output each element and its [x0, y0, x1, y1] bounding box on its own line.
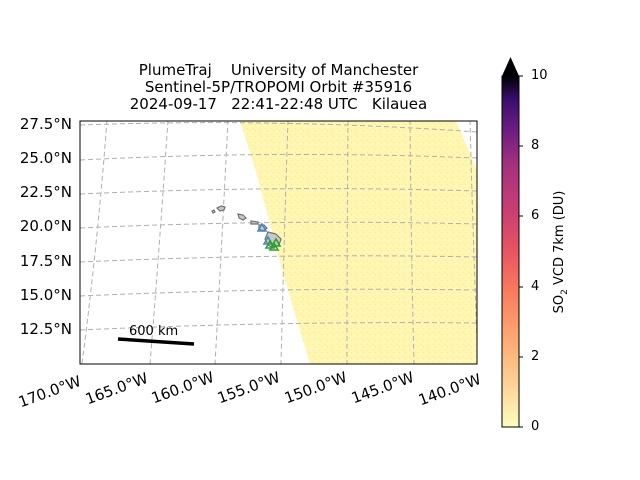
- map-title-line-1: PlumeTraj University of Manchester: [138, 61, 419, 79]
- colorbar: [501, 75, 520, 428]
- map-title-line-3: 2024-09-17 22:41-22:48 UTC Kilauea: [129, 95, 428, 113]
- colorbar-tick-10: 10: [531, 68, 548, 83]
- island-kauai: [215, 205, 226, 212]
- scale-bar: [117, 337, 195, 346]
- island-oahu: [237, 213, 247, 221]
- map-title-line-2: Sentinel-5P/TROPOMI Orbit #35916: [144, 78, 413, 96]
- colorbar-extend-arrow: [502, 57, 519, 76]
- lat-label-15-0: 15.0°N: [19, 286, 72, 304]
- colorbar-tick-8: 8: [531, 138, 540, 153]
- volcano-markers: [256, 222, 282, 251]
- lat-label-25-0: 25.0°N: [19, 149, 72, 167]
- volcano-marker-kilauea-east: [268, 241, 280, 251]
- graticule: [80, 121, 477, 364]
- island-molokai: [250, 220, 259, 225]
- colorbar-tick-2: 2: [531, 349, 540, 364]
- lat-label-12-5: 12.5°N: [19, 320, 72, 338]
- colorbar-title-subscript: 2: [559, 289, 570, 295]
- colorbar-title-main: SO: [552, 294, 568, 314]
- colorbar-tick-4: 4: [531, 279, 540, 294]
- volcano-marker-haleakala: [256, 222, 268, 232]
- colorbar-title-rest: VCD 7km (DU): [552, 190, 568, 290]
- scale-bar-label: 600 km: [129, 324, 179, 339]
- satellite-swath: [240, 121, 477, 364]
- lat-label-20-0: 20.0°N: [19, 217, 72, 235]
- colorbar-tick-6: 6: [531, 208, 540, 223]
- island-niihau: [211, 209, 216, 214]
- lat-label-27-5: 27.5°N: [19, 115, 72, 133]
- lat-label-22-5: 22.5°N: [19, 183, 72, 201]
- map-frame: [79, 120, 478, 365]
- colorbar-ticks: [519, 75, 523, 428]
- lat-label-17-5: 17.5°N: [19, 252, 72, 270]
- colorbar-tick-0: 0: [531, 419, 540, 434]
- colorbar-title: SO2 VCD 7km (DU): [552, 191, 570, 314]
